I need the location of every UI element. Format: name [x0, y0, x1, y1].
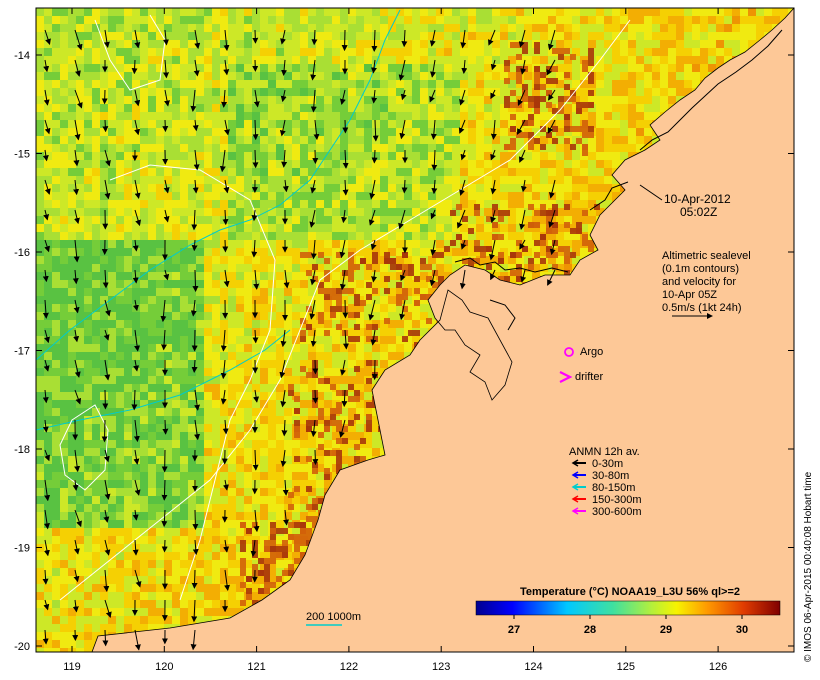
- sealevel-contour-3: [59, 404, 109, 491]
- colorbar-tick-label: 29: [660, 624, 672, 636]
- legend-item: 300-600m: [571, 506, 642, 518]
- sealevel-contour-2: [109, 164, 276, 601]
- legend-title: ANMN 12h av.: [569, 446, 640, 458]
- isobath-200m-west: [36, 329, 291, 431]
- colorbar: Temperature (°C) NOAA19_L3U 56% ql>=2 27…: [470, 586, 790, 640]
- legend-item: 150-300m: [571, 494, 642, 506]
- credit-label: © IMOS 06-Apr-2015 00:40:08 Hobart time: [803, 471, 814, 662]
- legend-item-label: 150-300m: [592, 494, 642, 506]
- altimetry-note-line: (0.1m contours): [662, 263, 739, 275]
- legend-item: 30-80m: [571, 470, 629, 482]
- lon-tick-label: 120: [155, 661, 173, 673]
- lat-tick-label: -15: [14, 149, 30, 161]
- lon-tick-label: 125: [617, 661, 635, 673]
- lon-tick-label: 126: [709, 661, 727, 673]
- colorbar-tick-label: 27: [508, 624, 520, 636]
- isobath-legend-label: 200 1000m: [306, 611, 361, 623]
- altimetry-note-line: 0.5m/s (1kt 24h): [662, 302, 741, 314]
- altimetry-note-line: Altimetric sealevel: [662, 250, 751, 262]
- argo-marker-icon: [564, 347, 574, 357]
- altimetry-note-line: and velocity for: [662, 276, 736, 288]
- coast-islands: [454, 29, 783, 331]
- lon-tick-label: 122: [340, 661, 358, 673]
- drifter-marker-icon: [559, 371, 573, 383]
- isobath-1000m: [59, 19, 631, 601]
- altimetry-note-line: 10-Apr 05Z: [662, 289, 717, 301]
- isobath-200m: [36, 9, 401, 361]
- legend-item-label: 80-150m: [592, 482, 635, 494]
- latitude-axis: -14 -15 -16 -17 -18 -19 -20: [14, 50, 794, 653]
- sealevel-contour-1: [94, 14, 166, 91]
- land-area: [91, 8, 794, 652]
- legend-item-label: 0-30m: [592, 458, 623, 470]
- legend-item-label: 300-600m: [592, 506, 642, 518]
- map-frame: [35, 7, 795, 653]
- colorbar-gradient: [475, 600, 781, 616]
- lon-tick-label: 119: [63, 661, 81, 673]
- legend-item-label: 30-80m: [592, 470, 629, 482]
- drifter-label: drifter: [575, 371, 603, 383]
- colorbar-tick-label: 30: [736, 624, 748, 636]
- time-label: 05:02Z: [680, 205, 717, 219]
- date-pointer: [639, 184, 663, 201]
- lon-tick-label: 123: [432, 661, 450, 673]
- date-label: 10-Apr-2012: [664, 192, 731, 206]
- altimetry-note: Altimetric sealevel (0.1m contours) and …: [662, 250, 751, 319]
- velocity-vectors: [42, 29, 556, 651]
- lat-tick-label: -19: [14, 543, 30, 555]
- lon-tick-label: 121: [247, 661, 265, 673]
- anmn-legend: ANMN 12h av. 0-30m30-80m80-150m150-300m3…: [569, 446, 642, 518]
- lon-tick-label: 124: [524, 661, 542, 673]
- argo-label: Argo: [580, 346, 603, 358]
- colorbar-tick-label: 28: [584, 624, 596, 636]
- lat-tick-label: -18: [14, 444, 30, 456]
- legend-item: 80-150m: [571, 482, 635, 494]
- legend-item: 0-30m: [571, 458, 623, 470]
- lat-tick-label: -16: [14, 247, 30, 259]
- longitude-axis: 119 120 121 122 123 124 125 126: [63, 8, 727, 673]
- lat-tick-label: -20: [14, 641, 30, 653]
- lat-tick-label: -14: [14, 50, 30, 62]
- colorbar-title: Temperature (°C) NOAA19_L3U 56% ql>=2: [520, 586, 740, 598]
- lat-tick-label: -17: [14, 346, 30, 358]
- sst-pixel-field: [36, 8, 794, 652]
